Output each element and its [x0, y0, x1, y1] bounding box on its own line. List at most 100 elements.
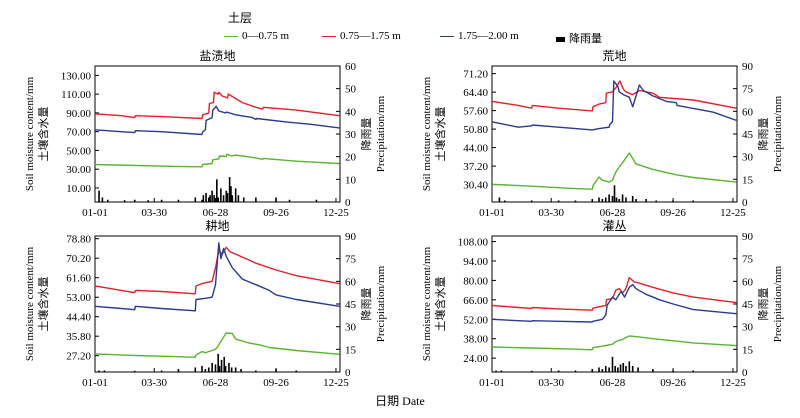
chart-title: 盐渍地: [199, 49, 235, 63]
y-tick-label: 38.00: [463, 334, 488, 346]
series-line: [94, 332, 340, 358]
precip-bar: [530, 370, 533, 372]
precip-bar: [574, 370, 577, 372]
y-tick-label: 30.00: [66, 164, 91, 176]
precip-bar: [177, 368, 180, 372]
precip-bar: [601, 368, 604, 372]
precip-bar: [615, 197, 618, 202]
precip-bar: [621, 194, 624, 202]
series-line: [94, 91, 340, 120]
precip-bar: [692, 370, 695, 372]
precip-bar: [614, 365, 616, 372]
precip-bar: [211, 190, 213, 202]
precip-bar: [645, 198, 647, 202]
x-tick-label: 06-28: [203, 377, 229, 389]
precip-bar: [201, 365, 203, 372]
plot-frame: [491, 65, 738, 203]
precip-bar: [288, 199, 291, 202]
x-tick-label: 06-28: [600, 377, 626, 389]
legend-item-0-075: 0—0.75 m: [224, 30, 289, 42]
y2-tick-label: 40: [345, 106, 357, 118]
y2-axis-label-en: Precipitation/mm: [772, 95, 784, 172]
x-tick-label: 03-30: [538, 207, 564, 219]
series-line: [491, 80, 737, 131]
legend-label: 0—0.75 m: [242, 30, 290, 42]
series-line: [94, 105, 340, 136]
y-tick-label: 71.20: [463, 69, 488, 81]
precip-bar: [275, 368, 277, 372]
precip-bar: [234, 367, 237, 372]
precip-bar: [98, 370, 100, 372]
x-tick-label: 09-26: [263, 377, 289, 389]
precip-bar: [598, 367, 600, 372]
y2-axis-label-cn: 降雨量: [756, 288, 770, 321]
y2-axis-label-cn: 降雨量: [756, 118, 770, 151]
precip-bar: [255, 197, 257, 202]
x-tick-label: 09-26: [660, 207, 686, 219]
y2-tick-label: 15: [742, 174, 754, 186]
y2-tick-label: 90: [345, 231, 357, 243]
precip-bar: [503, 200, 506, 202]
x-tick-label: 12-25: [323, 207, 349, 219]
precip-bar: [530, 200, 533, 202]
y-axis-label-en: Soil moisture content/mm: [421, 76, 433, 191]
y-axis-label-cn: 土壤含水量: [433, 277, 447, 332]
x-tick-label: 09-26: [263, 207, 289, 219]
y2-tick-label: 15: [345, 344, 357, 356]
precip-bar: [147, 200, 149, 202]
precip-bar: [214, 364, 217, 372]
precip-bar: [604, 197, 607, 202]
precip-bar: [637, 367, 639, 372]
precip-bar: [591, 368, 594, 372]
y-tick-label: 44.40: [66, 312, 91, 324]
precip-bar: [204, 368, 207, 372]
x-tick-label: 01-01: [82, 377, 108, 389]
y-axis-label-cn: 土壤含水量: [36, 107, 50, 162]
precip-bar: [98, 190, 100, 202]
y-tick-label: 78.80: [66, 234, 91, 246]
y2-tick-label: 45: [742, 299, 754, 311]
series-line: [94, 246, 340, 295]
legend-item-075-175: 0.75—1.75 m: [322, 30, 401, 42]
precip-bar: [557, 370, 560, 372]
y-tick-label: 52.00: [463, 314, 488, 326]
y2-tick-label: 75: [742, 254, 754, 266]
legend-item-rain: 降雨量: [556, 30, 602, 46]
precip-bar: [103, 370, 106, 372]
precip-bar: [625, 365, 627, 372]
y2-tick-label: 30: [742, 322, 754, 334]
x-tick-label: 01-01: [479, 207, 505, 219]
precip-bar: [228, 362, 230, 372]
precip-bar: [574, 200, 577, 202]
y2-tick-label: 75: [345, 254, 357, 266]
y-tick-label: 50.00: [66, 145, 91, 157]
precip-bar: [255, 370, 257, 372]
precip-bar: [230, 186, 232, 202]
precip-bar: [106, 199, 109, 202]
y-tick-label: 130.00: [61, 70, 92, 82]
legend-item-175-200: 1.75—2.00 m: [440, 30, 519, 42]
precip-bar: [598, 197, 600, 202]
chart-panel: 盐渍地 01-01 03-30 06-28 09-26 12-25 10.00 30.00 50…: [24, 49, 387, 219]
y-axis-label-en: Soil moisture content/mm: [421, 246, 433, 361]
precip-bar: [275, 197, 277, 202]
y2-axis-label-cn: 降雨量: [359, 288, 373, 321]
legend-swatch: [322, 35, 336, 37]
precip-bar: [223, 356, 226, 372]
precip-bar: [622, 362, 625, 372]
precip-bar: [635, 198, 637, 202]
precip-bar: [692, 200, 695, 202]
legend-label: 0.75—1.75 m: [340, 30, 401, 42]
precip-bar: [228, 177, 231, 202]
precip-bar: [608, 367, 610, 372]
y-axis-label-en: Soil moisture content/mm: [24, 76, 36, 191]
precip-bar: [672, 370, 674, 372]
y2-tick-label: 0: [742, 197, 748, 209]
precip-bar: [611, 195, 614, 202]
precip-bar: [217, 353, 219, 372]
y-tick-label: 90.00: [66, 108, 91, 120]
precip-bar: [631, 365, 634, 372]
y-tick-label: 44.00: [463, 143, 488, 155]
precip-bar: [177, 199, 180, 202]
precip-bar: [231, 195, 234, 202]
